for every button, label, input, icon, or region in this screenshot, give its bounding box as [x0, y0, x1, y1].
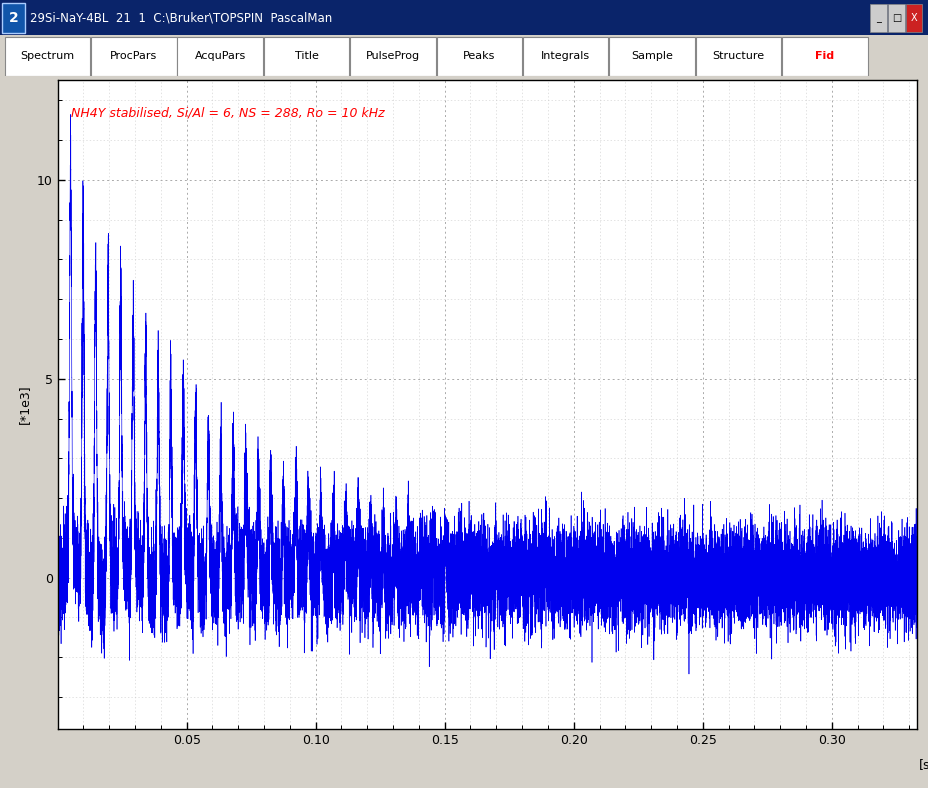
Text: PulseProg: PulseProg — [366, 51, 419, 61]
X-axis label: [s]: [s] — [918, 758, 928, 771]
Text: ProcPars: ProcPars — [110, 51, 157, 61]
FancyBboxPatch shape — [436, 37, 522, 76]
FancyBboxPatch shape — [905, 4, 922, 32]
FancyBboxPatch shape — [887, 4, 904, 32]
Text: _: _ — [875, 13, 881, 23]
FancyBboxPatch shape — [870, 4, 886, 32]
Text: □: □ — [891, 13, 900, 23]
FancyBboxPatch shape — [695, 37, 780, 76]
FancyBboxPatch shape — [5, 37, 90, 76]
Text: AcquPars: AcquPars — [194, 51, 246, 61]
Text: Integrals: Integrals — [541, 51, 589, 61]
FancyBboxPatch shape — [91, 37, 176, 76]
Text: Peaks: Peaks — [463, 51, 495, 61]
Text: 29Si-NaY-4BL  21  1  C:\Bruker\TOPSPIN  PascalMan: 29Si-NaY-4BL 21 1 C:\Bruker\TOPSPIN Pasc… — [30, 11, 331, 24]
FancyBboxPatch shape — [2, 3, 25, 32]
FancyBboxPatch shape — [522, 37, 608, 76]
Text: NH4Y stabilised, Si/Al = 6, NS = 288, Ro = 10 kHz: NH4Y stabilised, Si/Al = 6, NS = 288, Ro… — [71, 106, 383, 119]
Text: 2: 2 — [8, 11, 19, 24]
Text: Fid: Fid — [815, 51, 833, 61]
FancyBboxPatch shape — [264, 37, 349, 76]
Y-axis label: [*1e3]: [*1e3] — [19, 385, 32, 425]
Text: Spectrum: Spectrum — [20, 51, 74, 61]
Text: X: X — [909, 13, 917, 23]
FancyBboxPatch shape — [781, 37, 867, 76]
Text: Title: Title — [294, 51, 318, 61]
FancyBboxPatch shape — [609, 37, 694, 76]
FancyBboxPatch shape — [350, 37, 435, 76]
Text: Structure: Structure — [712, 51, 764, 61]
FancyBboxPatch shape — [177, 37, 263, 76]
Text: Sample: Sample — [630, 51, 673, 61]
